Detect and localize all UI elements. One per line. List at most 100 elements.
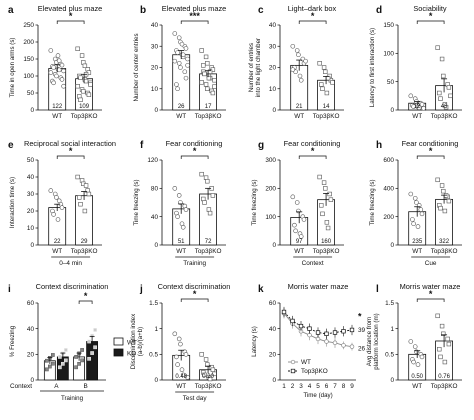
sig-stars-l: * — [429, 289, 433, 299]
point-b-0-11 — [176, 60, 182, 66]
point-f-1-0 — [199, 171, 204, 177]
point-c-0-8 — [298, 77, 304, 83]
n-label-a-0: 122 — [52, 104, 63, 110]
point-e-1-8 — [83, 183, 89, 188]
point-g-0-2 — [296, 208, 301, 214]
point-b-0-19 — [185, 63, 190, 68]
n-label-b-0: 26 — [178, 104, 185, 110]
sig-stars-a: * — [69, 11, 73, 21]
category-label-h-0: WT — [412, 248, 422, 255]
y-tick-label-k-2: 40 — [269, 326, 277, 333]
x-tick-label-k-2: 3 — [299, 383, 303, 390]
y-tick-label-b-3: 30 — [151, 43, 159, 50]
y-tick-label-c-4: 40 — [269, 22, 277, 29]
bar-e-1 — [75, 195, 93, 246]
point-a-0-8 — [56, 67, 62, 73]
x-tick-label-k-0: 1 — [282, 383, 286, 390]
y-tick-label-c-2: 20 — [269, 65, 277, 72]
y-tick-label-a-2: 100 — [23, 73, 34, 80]
point-j-1-1 — [203, 357, 209, 362]
panel-letter-e: e — [8, 140, 14, 151]
point-h-1-1 — [439, 183, 445, 188]
point-l-1-4 — [446, 341, 452, 347]
y-tick-label-l-2: 1 — [390, 326, 394, 333]
category-label-e-0: WT — [52, 248, 62, 255]
y-tick-label-i-3: 60 — [27, 300, 35, 307]
y-tick-label-b-0: 0 — [154, 107, 158, 114]
sig-stars-c: * — [311, 11, 315, 21]
point-l-1-6 — [438, 354, 443, 360]
point-c-1-6 — [320, 86, 325, 91]
point-b-1-17 — [206, 75, 212, 81]
point-i-0-0-5 — [51, 353, 55, 357]
point-f-1-7 — [206, 207, 212, 212]
category-label-c-0: WT — [294, 113, 304, 120]
x-axis-label-e: 0–4 min — [59, 260, 82, 267]
x-axis-label-i: Training — [61, 395, 84, 402]
point-j-1-0 — [199, 352, 204, 357]
panel-title-k: Morris water maze — [288, 282, 349, 291]
point-k-0-6 — [332, 340, 338, 346]
n-label-g-1: 160 — [321, 239, 332, 245]
n-label-e-0: 22 — [54, 239, 61, 245]
point-a-0-14 — [59, 77, 65, 82]
sig-stars-i: * — [84, 291, 88, 301]
point-c-1-5 — [319, 82, 324, 87]
point-l-0-0 — [408, 339, 414, 344]
category-label-a-1: Top3βKO — [71, 113, 98, 120]
point-i-0-1-2 — [64, 358, 68, 363]
y-axis-label-b: Number of center entries — [133, 33, 140, 101]
point-i-1-0-1 — [77, 361, 81, 366]
y-tick-label-d-0: 0 — [390, 107, 394, 114]
point-h-0-5 — [410, 217, 415, 222]
point-l-0-1 — [412, 344, 418, 349]
legend-label-i-0: WT — [127, 340, 137, 347]
point-b-1-11 — [203, 82, 209, 87]
point-e-1-4 — [86, 191, 92, 197]
y-tick-label-e-3: 30 — [27, 191, 35, 198]
point-f-0-2 — [178, 200, 183, 205]
y-tick-label-i-1: 20 — [27, 352, 35, 359]
point-j-0-1 — [176, 336, 182, 342]
sig-bracket-j — [180, 298, 209, 302]
point-a-0-0 — [48, 48, 54, 53]
point-i-1-1-0 — [87, 356, 91, 361]
x-tick-label-k-1: 2 — [291, 383, 295, 390]
x-tick-label-k-8: 9 — [350, 383, 354, 390]
panel-title-e: Reciprocal social interaction — [24, 139, 116, 148]
context-label-i: Context — [10, 383, 32, 390]
y-tick-label-g-1: 100 — [265, 214, 276, 221]
n-label-j-0: 0.48 — [175, 374, 187, 380]
point-a-1-19 — [88, 82, 93, 87]
point-k-1-8 — [349, 327, 355, 333]
sig-bracket-f — [180, 155, 209, 159]
point-b-0-9 — [185, 56, 190, 62]
bar-f-1 — [199, 193, 217, 246]
point-c-1-7 — [324, 90, 330, 96]
y-tick-label-e-1: 10 — [27, 225, 35, 232]
point-c-1-2 — [323, 69, 328, 74]
point-a-1-6 — [78, 75, 83, 80]
category-label-g-0: WT — [294, 248, 304, 255]
sig-bracket-i — [78, 300, 93, 304]
point-b-0-13 — [182, 69, 188, 75]
n-label-d-0: 12 — [414, 104, 421, 110]
point-b-1-15 — [201, 63, 206, 68]
y-tick-label-a-3: 150 — [23, 56, 34, 63]
n-label-h-0: 235 — [412, 239, 423, 245]
category-label-f-0: WT — [176, 248, 186, 255]
y-tick-label-e-4: 40 — [27, 174, 35, 181]
point-g-0-0 — [290, 194, 296, 200]
sig-bracket-d — [416, 20, 445, 24]
y-axis-label-d: Latency to first interaction (s) — [369, 28, 376, 107]
panel-title-h: Fear conditioning — [402, 139, 459, 148]
point-a-1-0 — [75, 46, 80, 52]
category-label-f-1: Top3βKO — [195, 248, 222, 255]
x-axis-label-j: Test day — [183, 395, 208, 402]
point-c-0-0 — [290, 43, 296, 49]
legend-label-k-1: Top3βKO — [301, 368, 328, 375]
point-a-0-4 — [59, 62, 65, 68]
y-tick-label-a-0: 0 — [30, 107, 34, 114]
n-label-c-1: 14 — [323, 104, 330, 110]
